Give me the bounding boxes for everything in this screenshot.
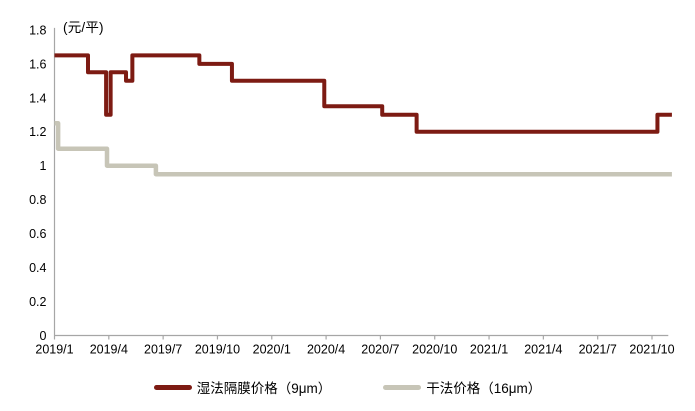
legend-label-wet-process: 湿法隔膜价格（9μm） bbox=[196, 381, 332, 396]
legend-label-dry-process: 干法价格（16μm） bbox=[426, 381, 542, 396]
series-line-湿法隔膜价格（9μm） bbox=[54, 53, 672, 134]
y-axis-unit-label: (元/平) bbox=[63, 20, 104, 35]
price-step-line-chart: 0 0.2 0.4 0.6 0.8 1 1.2 1.4 1.6 1.8 2019/1 2019/4 20… bbox=[29, 23, 675, 357]
x-tick-label: 2020/7 bbox=[361, 343, 399, 357]
series-line-干法价格（16μm） bbox=[54, 121, 672, 177]
y-tick-label: 0 bbox=[40, 329, 47, 343]
y-tick-label: 1.6 bbox=[29, 57, 46, 71]
x-tick-label: 2019/4 bbox=[90, 343, 128, 357]
y-tick-label: 1 bbox=[40, 159, 47, 173]
y-tick-label: 0.8 bbox=[29, 193, 46, 207]
x-tick-label: 2019/10 bbox=[195, 343, 240, 357]
x-tick-label: 2021/10 bbox=[629, 343, 674, 357]
legend-item-dry-process: 干法价格（16μm） bbox=[383, 377, 541, 397]
dry-process-line-swatch bbox=[383, 384, 422, 390]
y-tick-label: 1.4 bbox=[29, 91, 46, 105]
x-tick-label: 2021/4 bbox=[524, 343, 562, 357]
y-tick-label: 0.2 bbox=[29, 295, 46, 309]
chart-legend: 湿法隔膜价格（9μm） 干法价格（16μm） bbox=[0, 377, 695, 397]
y-tick-label: 0.4 bbox=[29, 261, 46, 275]
x-tick-label: 2020/4 bbox=[307, 343, 345, 357]
y-tick-label: 1.2 bbox=[29, 125, 46, 139]
x-tick-label: 2020/10 bbox=[412, 343, 457, 357]
y-tick-label: 1.8 bbox=[29, 23, 46, 37]
x-tick-label: 2019/1 bbox=[35, 343, 73, 357]
x-tick-label: 2019/7 bbox=[144, 343, 182, 357]
wet-process-line-swatch bbox=[153, 384, 192, 390]
y-tick-label: 0.6 bbox=[29, 227, 46, 241]
x-tick-label: 2021/7 bbox=[579, 343, 617, 357]
x-tick-label: 2020/1 bbox=[253, 343, 291, 357]
x-tick-label: 2021/1 bbox=[470, 343, 508, 357]
legend-item-wet-process: 湿法隔膜价格（9μm） bbox=[153, 377, 332, 397]
